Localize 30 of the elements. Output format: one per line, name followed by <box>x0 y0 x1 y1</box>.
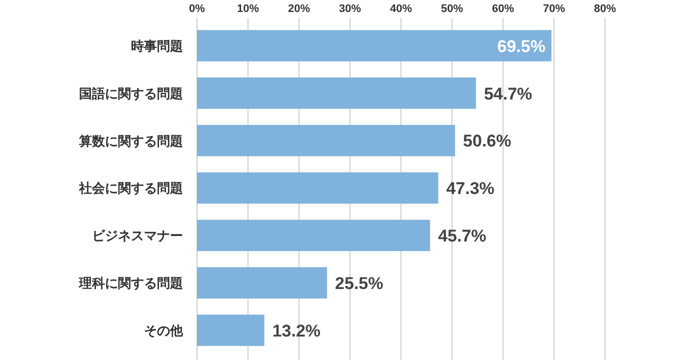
bar <box>197 220 430 252</box>
bar <box>197 77 476 109</box>
x-tick-label: 30% <box>338 3 362 15</box>
x-tick-label: 70% <box>542 3 566 15</box>
x-tick-label: 10% <box>236 3 260 15</box>
bar <box>197 267 328 299</box>
y-tick-label: 算数に関する問題 <box>78 133 183 148</box>
data-label: 47.3% <box>446 179 494 198</box>
x-tick-label: 80% <box>594 3 616 15</box>
data-label: 54.7% <box>484 84 532 104</box>
bar <box>197 314 264 346</box>
bar <box>197 172 438 204</box>
data-label: 50.6% <box>463 132 512 151</box>
data-label: 69.5% <box>497 36 546 56</box>
y-tick-label: 時事問題 <box>131 38 183 54</box>
y-tick-label: ビジネスマナー <box>92 228 183 244</box>
x-tick-label: 60% <box>492 3 514 15</box>
data-label: 45.7% <box>438 226 486 246</box>
y-tick-label: その他 <box>144 322 184 338</box>
data-label: 13.2% <box>272 321 321 340</box>
data-label: 25.5% <box>335 274 384 293</box>
x-tick-label: 40% <box>390 3 412 15</box>
y-tick-label: 理科に関する問題 <box>78 276 183 291</box>
y-tick-label: 国語に関する問題 <box>79 86 183 101</box>
x-tick-label: 20% <box>288 3 310 15</box>
x-tick-label: 50% <box>440 3 464 15</box>
bar <box>197 124 456 156</box>
y-tick-label: 社会に関する問題 <box>78 180 183 196</box>
bar <box>197 30 552 62</box>
x-tick-label: 0% <box>189 3 206 15</box>
